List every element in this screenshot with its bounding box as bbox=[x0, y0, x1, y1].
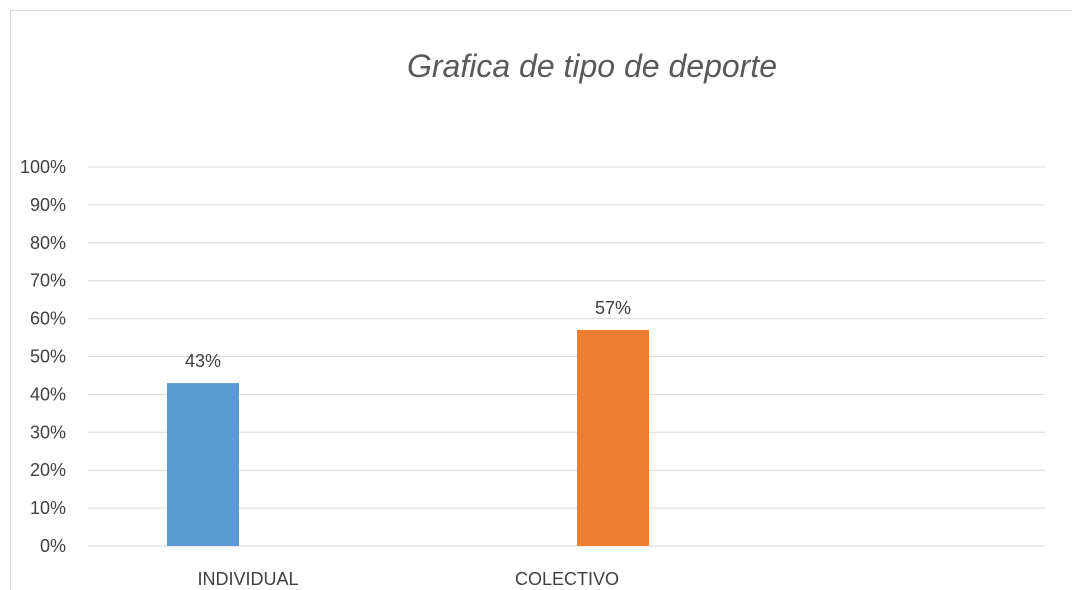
y-tick-label: 80% bbox=[30, 233, 66, 253]
y-tick-label: 40% bbox=[30, 384, 66, 404]
category-labels: INDIVIDUAL COLECTIVO bbox=[197, 569, 619, 589]
bars bbox=[167, 329, 649, 546]
bar-individual bbox=[167, 383, 239, 546]
y-axis-ticks: 0% 10% 20% 30% 40% 50% 60% 70% 80% 90% 100% bbox=[20, 157, 66, 556]
y-tick-label: 90% bbox=[30, 195, 66, 215]
y-tick-label: 10% bbox=[30, 498, 66, 518]
gridlines bbox=[88, 166, 1045, 547]
y-tick-label: 60% bbox=[30, 309, 66, 329]
bar-colectivo bbox=[577, 329, 649, 546]
chart-title: Grafica de tipo de deporte bbox=[407, 48, 777, 84]
category-label: INDIVIDUAL bbox=[197, 569, 298, 589]
y-tick-label: 50% bbox=[30, 347, 66, 367]
y-tick-label: 0% bbox=[40, 536, 66, 556]
y-tick-label: 20% bbox=[30, 460, 66, 480]
y-tick-label: 100% bbox=[20, 157, 66, 177]
data-labels: 43% 57% bbox=[185, 298, 631, 371]
data-label: 57% bbox=[595, 298, 631, 318]
y-tick-label: 70% bbox=[30, 271, 66, 291]
data-label: 43% bbox=[185, 351, 221, 371]
y-tick-label: 30% bbox=[30, 422, 66, 442]
category-label: COLECTIVO bbox=[515, 569, 619, 589]
